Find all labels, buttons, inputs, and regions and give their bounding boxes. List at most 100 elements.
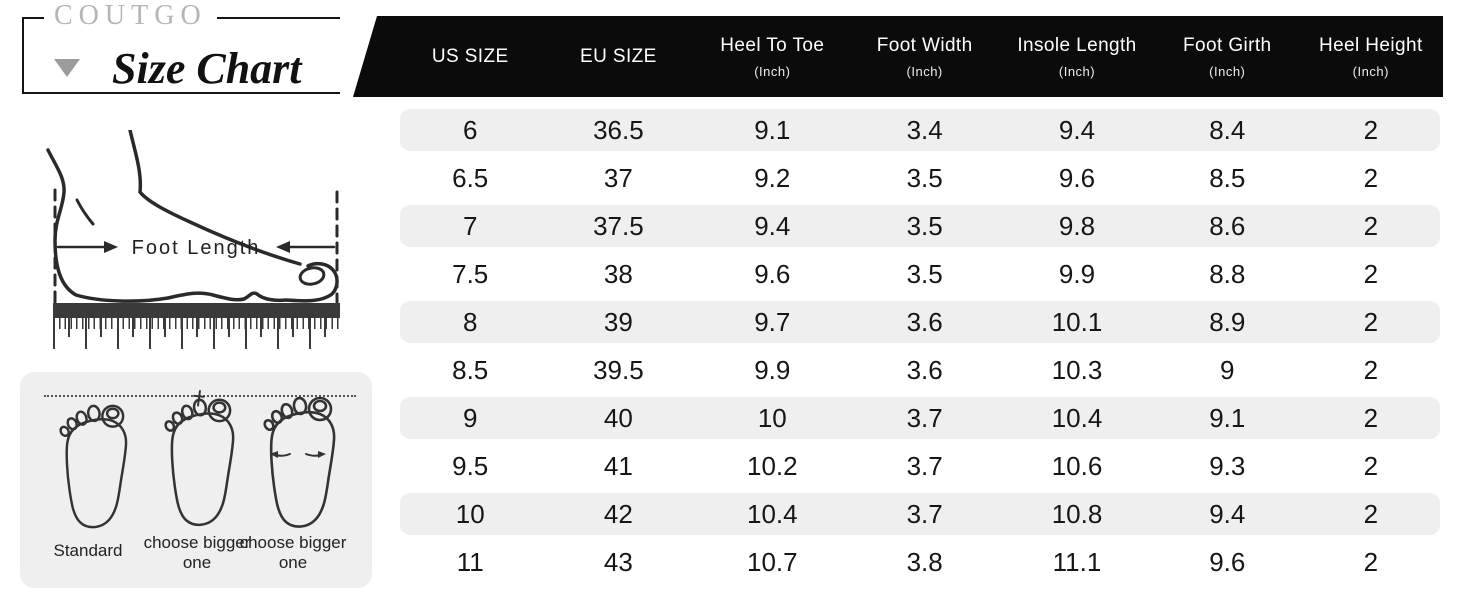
- table-cell: 9.7: [754, 307, 791, 337]
- table-cell: 2: [1363, 547, 1379, 577]
- table-cell: 9.3: [1209, 451, 1246, 481]
- table-cell: 9.2: [754, 163, 791, 193]
- column-header-label: Foot Girth: [1183, 34, 1272, 56]
- table-cell: 8.6: [1209, 211, 1246, 241]
- foot-illustration-wide: [261, 395, 336, 528]
- table-row-us-9.5: 9.5 41 10.2 3.7 10.6 9.3 2: [400, 445, 1440, 487]
- table-cell: 10.6: [1051, 451, 1103, 481]
- ruler-bar: [53, 303, 340, 318]
- arrow-left-icon: [276, 241, 290, 253]
- foot-length-label: Foot Length: [132, 237, 261, 259]
- table-cell: 37: [603, 163, 633, 193]
- table-cell: 3.5: [906, 211, 943, 241]
- table-row-us-7.5: 7.5 38 9.6 3.5 9.9 8.8 2: [400, 253, 1440, 295]
- fit-guide-label: choose bigger one: [239, 533, 347, 572]
- table-cell: 9: [462, 403, 478, 433]
- column-header-label: Foot Width: [876, 34, 973, 56]
- table-cell: 9.8: [1058, 211, 1096, 241]
- size-table-header: US SIZE EU SIZE Heel To Toe (Inch) Foot Widt…: [353, 16, 1443, 97]
- table-cell: 10.4: [1051, 403, 1103, 433]
- table-cell: 11: [456, 547, 484, 577]
- table-cell: 9.6: [1209, 547, 1246, 577]
- table-cell: 8.5: [1209, 163, 1246, 193]
- table-cell: 11.1: [1052, 547, 1102, 577]
- table-cell: 40: [603, 403, 633, 433]
- table-cell: 7.5: [452, 259, 489, 289]
- table-cell: 7: [462, 211, 478, 241]
- table-cell: 10.8: [1051, 499, 1103, 529]
- table-cell: 38: [603, 259, 633, 289]
- column-header-unit: (Inch): [1209, 63, 1246, 79]
- arrow-right-icon: [104, 241, 118, 253]
- table-row-us-7: 7 37.5 9.4 3.5 9.8 8.6 2: [400, 205, 1440, 247]
- table-cell: 2: [1363, 451, 1379, 481]
- table-cell: 8.4: [1209, 115, 1246, 145]
- table-cell: 9.9: [754, 355, 791, 385]
- table-cell: 9.1: [754, 115, 791, 145]
- table-cell: 36.5: [593, 115, 644, 145]
- column-header-label: Insole Length: [1017, 34, 1137, 56]
- table-cell: 3.7: [906, 499, 943, 529]
- table-cell: 9.4: [1058, 115, 1096, 145]
- table-cell: 37.5: [593, 211, 644, 241]
- table-row-us-6: 6 36.5 9.1 3.4 9.4 8.4 2: [400, 109, 1440, 151]
- table-row-us-10: 10 42 10.4 3.7 10.8 9.4 2: [400, 493, 1440, 535]
- table-row-us-6.5: 6.5 37 9.2 3.5 9.6 8.5 2: [400, 157, 1440, 199]
- table-cell: 10: [455, 499, 485, 529]
- foot-length-diagram: Foot Length: [38, 130, 343, 355]
- table-cell: 8.5: [452, 355, 489, 385]
- fit-guide-label: Standard: [53, 541, 123, 560]
- table-cell: 9.4: [754, 211, 791, 241]
- table-cell: 9.6: [754, 259, 791, 289]
- table-cell: 6.5: [452, 163, 489, 193]
- table-cell: 2: [1363, 355, 1379, 385]
- foot-illustration-standard: [57, 404, 128, 529]
- table-cell: 2: [1363, 499, 1379, 529]
- table-cell: 3.8: [906, 547, 943, 577]
- column-header-insole-length: Insole Length (Inch): [1001, 16, 1153, 97]
- table-cell: 8.8: [1209, 259, 1246, 289]
- foot-profile-illustration: Foot Length: [46, 130, 339, 312]
- column-header-heel-height: Heel Height (Inch): [1302, 16, 1440, 97]
- size-table-header-row: US SIZE EU SIZE Heel To Toe (Inch) Foot Widt…: [400, 16, 1440, 97]
- column-header-label: EU SIZE: [580, 45, 657, 67]
- column-header-unit: (Inch): [754, 63, 791, 79]
- size-table: 6 36.5 9.1 3.4 9.4 8.4 2 6.5 37 9.2 3.5 9.6 8.5 2 7 37.…: [400, 109, 1440, 583]
- table-cell: 10.2: [747, 451, 798, 481]
- table-cell: 2: [1363, 211, 1379, 241]
- table-cell: 41: [603, 451, 633, 481]
- table-cell: 3.6: [906, 307, 943, 337]
- table-cell: 3.6: [906, 355, 943, 385]
- foot-illustration-long-second-toe: [162, 390, 235, 527]
- table-cell: 10.4: [747, 499, 798, 529]
- table-row-us-9: 9 40 10 3.7 10.4 9.1 2: [400, 397, 1440, 439]
- table-cell: 8.9: [1209, 307, 1246, 337]
- table-cell: 8: [462, 307, 478, 337]
- table-cell: 9.6: [1058, 163, 1096, 193]
- column-header-unit: (Inch): [1058, 63, 1096, 79]
- column-header-foot-girth: Foot Girth (Inch): [1153, 16, 1302, 97]
- table-cell: 2: [1363, 307, 1379, 337]
- column-header-label: Heel To Toe: [720, 34, 825, 56]
- table-cell: 42: [603, 499, 633, 529]
- table-cell: 9.4: [1209, 499, 1246, 529]
- table-cell: 3.4: [906, 115, 943, 145]
- table-row-us-11: 11 43 10.7 3.8 11.1 9.6 2: [400, 541, 1440, 583]
- table-cell: 2: [1363, 403, 1379, 433]
- column-header-foot-width: Foot Width (Inch): [848, 16, 1001, 97]
- table-cell: 9.9: [1058, 259, 1096, 289]
- table-cell: 6: [462, 115, 478, 145]
- cross-mark-icon: [193, 390, 205, 407]
- table-cell: 10.1: [1051, 307, 1103, 337]
- table-cell: 3.5: [906, 259, 943, 289]
- table-cell: 9.1: [1209, 403, 1246, 433]
- column-header-us-size: US SIZE: [400, 16, 540, 97]
- column-header-unit: (Inch): [1352, 63, 1389, 79]
- table-cell: 9.5: [452, 451, 489, 481]
- triangle-down-icon: [54, 59, 80, 77]
- fit-guide-panel: [20, 372, 372, 588]
- spread-arrows-icon: [270, 451, 326, 458]
- table-cell: 2: [1363, 259, 1379, 289]
- table-cell: 39: [603, 307, 633, 337]
- column-header-eu-size: EU SIZE: [540, 16, 696, 97]
